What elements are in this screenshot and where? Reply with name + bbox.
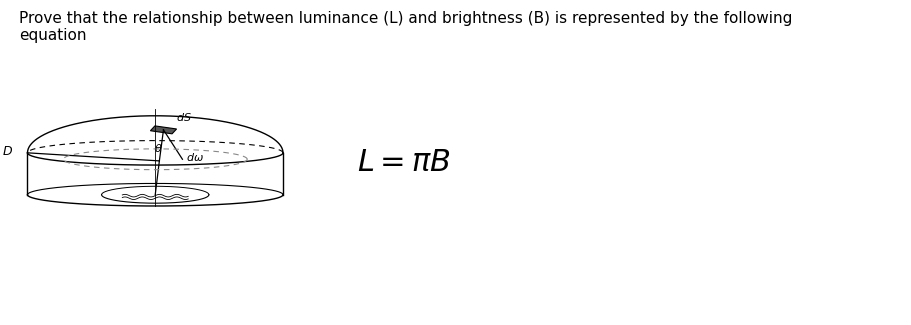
Polygon shape (150, 126, 177, 134)
Text: $d\omega$: $d\omega$ (186, 151, 204, 163)
Text: $dS$: $dS$ (176, 111, 191, 123)
Text: $L = \pi B$: $L = \pi B$ (357, 148, 451, 177)
Text: $D$: $D$ (2, 145, 13, 158)
Text: $\theta$: $\theta$ (155, 142, 163, 154)
Text: Prove that the relationship between luminance (L) and brightness (B) is represen: Prove that the relationship between lumi… (19, 11, 793, 44)
